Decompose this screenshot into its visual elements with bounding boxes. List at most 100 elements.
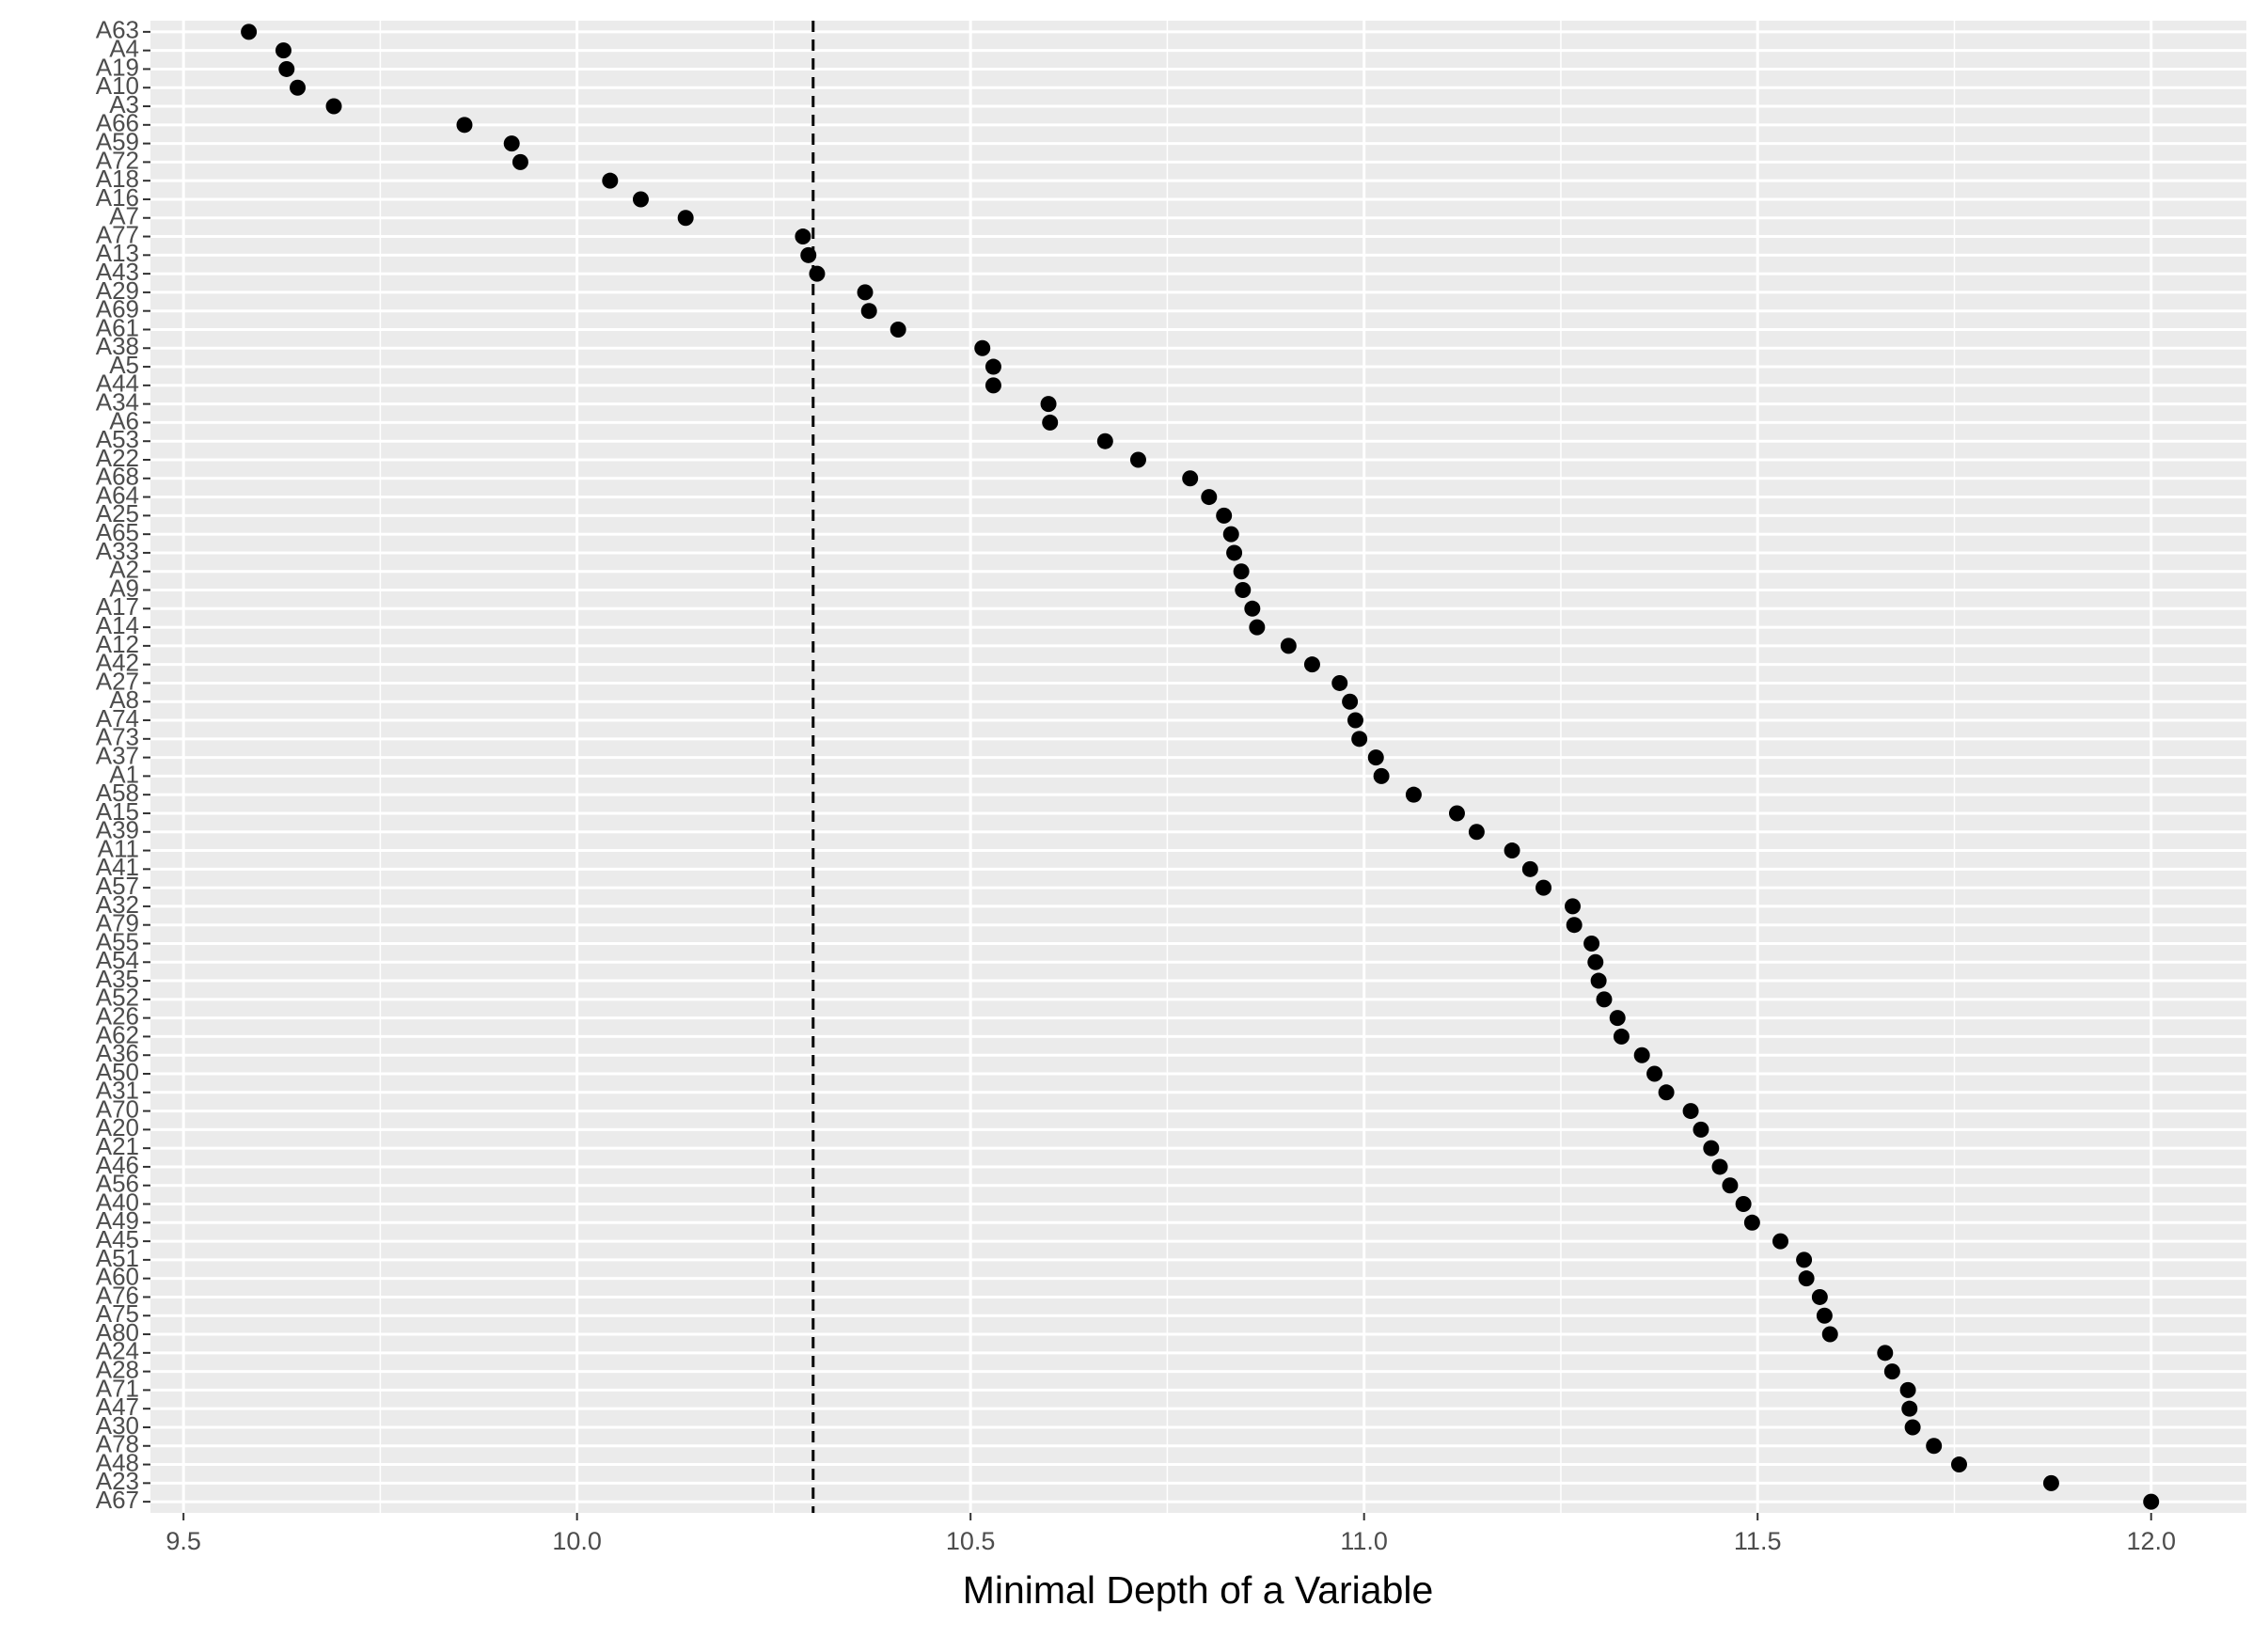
dot: [1904, 1419, 1921, 1436]
y-tick-label: A3: [109, 90, 139, 118]
dot: [1521, 860, 1538, 877]
y-tick-label: A22: [96, 444, 139, 472]
dot: [1950, 1456, 1967, 1473]
y-tick-label: A61: [96, 313, 139, 341]
y-tick-label: A2: [109, 556, 139, 584]
y-tick-label: A4: [109, 35, 139, 63]
dot: [275, 42, 291, 59]
y-tick-label: A34: [96, 388, 139, 417]
y-tick-label: A70: [96, 1094, 139, 1123]
y-tick-label: A58: [96, 779, 139, 807]
dot: [1772, 1233, 1788, 1250]
y-tick-label: A24: [96, 1337, 139, 1365]
dot: [1565, 898, 1582, 915]
dot: [984, 358, 1001, 375]
dot: [1583, 935, 1600, 952]
y-tick-label: A73: [96, 723, 139, 751]
y-tick-label: A77: [96, 220, 139, 248]
dot: [2143, 1493, 2160, 1510]
dot: [1798, 1270, 1815, 1287]
dot: [1735, 1196, 1752, 1213]
dot: [795, 228, 811, 245]
dot: [1658, 1084, 1675, 1101]
y-tick-label: A9: [109, 574, 139, 602]
y-tick-label: A41: [96, 853, 139, 881]
y-tick-label: A80: [96, 1318, 139, 1346]
dot: [602, 172, 619, 189]
dot: [1226, 544, 1243, 561]
y-tick-label: A25: [96, 499, 139, 527]
dot: [1633, 1047, 1650, 1063]
y-tick-label: A12: [96, 630, 139, 658]
x-axis-title: Minimal Depth of a Variable: [963, 1568, 1434, 1612]
dot: [1566, 917, 1583, 934]
dot: [1877, 1345, 1894, 1362]
y-tick-label: A38: [96, 332, 139, 360]
y-tick-label: A67: [96, 1486, 139, 1514]
y-tick-label: A32: [96, 890, 139, 919]
dot: [1129, 451, 1146, 468]
y-tick-label: A79: [96, 909, 139, 937]
x-tick-label: 12.0: [2126, 1527, 2176, 1555]
y-tick-label: A29: [96, 276, 139, 305]
y-tick-label: A37: [96, 741, 139, 769]
y-tick-label: A66: [96, 109, 139, 137]
dot: [1347, 712, 1363, 729]
dot: [632, 191, 649, 208]
dot: [677, 210, 694, 227]
dot: [1743, 1214, 1760, 1231]
y-tick-label: A39: [96, 816, 139, 844]
dot: [1901, 1400, 1918, 1417]
dot: [1899, 1381, 1916, 1398]
y-tick-label: A71: [96, 1374, 139, 1402]
y-tick-label: A51: [96, 1244, 139, 1272]
y-tick-label: A13: [96, 239, 139, 267]
y-tick-label: A10: [96, 71, 139, 100]
x-tick-label: 9.5: [165, 1527, 201, 1555]
y-tick-label: A50: [96, 1058, 139, 1086]
dot: [1233, 563, 1250, 580]
dot: [1244, 600, 1261, 617]
dot: [1796, 1251, 1813, 1268]
y-tick-label: A40: [96, 1188, 139, 1216]
y-tick-label: A47: [96, 1393, 139, 1421]
dot: [1042, 414, 1059, 431]
dot: [890, 321, 906, 338]
y-tick-label: A78: [96, 1430, 139, 1458]
y-tick-label: A53: [96, 425, 139, 453]
dot: [1816, 1307, 1833, 1324]
dot: [1280, 637, 1297, 654]
y-tick-label: A55: [96, 927, 139, 955]
y-tick-label: A1: [109, 760, 139, 788]
dot: [1609, 1010, 1626, 1027]
y-tick-label: A28: [96, 1355, 139, 1383]
dot: [278, 60, 295, 77]
y-tick-label: A62: [96, 1020, 139, 1048]
dot: [1331, 674, 1348, 691]
y-tick-label: A75: [96, 1299, 139, 1328]
dot: [1821, 1326, 1838, 1343]
y-tick-label: A21: [96, 1132, 139, 1160]
y-tick-label: A42: [96, 649, 139, 677]
y-tick-label: A20: [96, 1113, 139, 1141]
y-tick-label: A48: [96, 1448, 139, 1476]
y-tick-label: A8: [109, 685, 139, 714]
dot: [984, 377, 1001, 394]
y-tick-label: A5: [109, 351, 139, 379]
dot: [1587, 953, 1604, 970]
y-tick-label: A52: [96, 984, 139, 1012]
dot: [325, 98, 342, 115]
y-tick-label: A15: [96, 797, 139, 826]
dot: [1367, 749, 1384, 766]
dot: [1596, 991, 1613, 1008]
dot: [974, 339, 991, 356]
y-tick-label: A72: [96, 146, 139, 174]
dot: [241, 24, 258, 40]
dot: [503, 135, 520, 152]
dot: [1249, 619, 1266, 636]
y-tick-label: A23: [96, 1467, 139, 1495]
dot: [1040, 396, 1057, 413]
x-tick-label: 11.0: [1340, 1527, 1388, 1555]
dot: [1448, 805, 1465, 822]
dot: [1926, 1438, 1943, 1455]
